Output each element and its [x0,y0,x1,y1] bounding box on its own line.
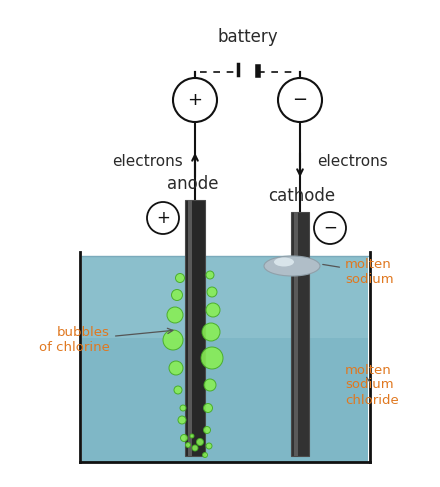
Circle shape [169,361,183,375]
Text: +: + [187,91,202,109]
Circle shape [192,445,198,451]
Text: electrons: electrons [112,154,182,169]
Circle shape [202,323,220,341]
Circle shape [206,303,220,317]
Ellipse shape [264,256,320,276]
Circle shape [180,405,186,411]
Circle shape [186,443,191,448]
Circle shape [163,330,183,350]
Circle shape [197,438,203,446]
Circle shape [176,274,184,282]
Circle shape [174,386,182,394]
Text: molten
sodium: molten sodium [323,258,394,286]
Text: −: − [323,219,337,237]
Bar [294,212,298,456]
Circle shape [147,202,179,234]
Circle shape [202,452,208,457]
Text: molten
sodium
chloride: molten sodium chloride [345,363,399,407]
Text: −: − [293,91,308,109]
Bar [82,256,368,462]
Circle shape [278,78,322,122]
Text: anode: anode [167,175,219,193]
Circle shape [206,271,214,279]
Circle shape [178,416,186,424]
Circle shape [173,78,217,122]
Ellipse shape [274,258,294,266]
Text: +: + [156,209,170,227]
Bar [291,212,309,456]
Circle shape [314,212,346,244]
Text: battery: battery [217,28,278,46]
Circle shape [172,289,183,300]
Circle shape [201,347,223,369]
Circle shape [203,427,210,433]
Circle shape [204,379,216,391]
Circle shape [167,307,183,323]
Text: electrons: electrons [317,154,387,169]
Text: bubbles
of chlorine: bubbles of chlorine [39,326,173,354]
Text: cathode: cathode [268,187,336,205]
Bar [185,200,205,456]
Circle shape [207,287,217,297]
Circle shape [206,443,212,449]
Circle shape [203,404,213,412]
Bar [82,338,368,462]
Circle shape [180,434,187,442]
Circle shape [190,434,194,438]
Bar [188,200,192,456]
